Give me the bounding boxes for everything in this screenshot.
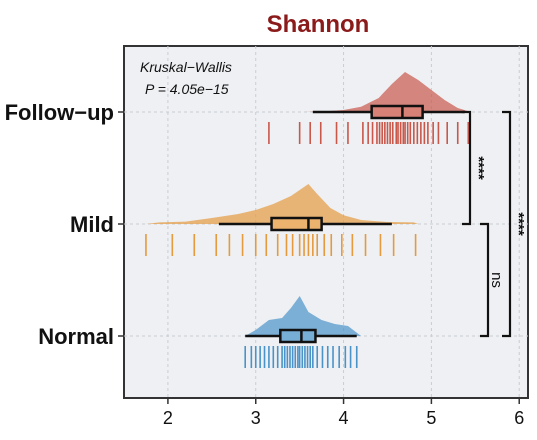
density-mild [146, 184, 419, 224]
x-tick-label: 2 [163, 408, 173, 428]
y-tick-label: Follow−up [5, 100, 114, 125]
x-tick-label: 5 [426, 408, 436, 428]
comparison-label: **** [510, 212, 527, 236]
density-follow-up [304, 72, 471, 112]
comparison-bracket [462, 110, 472, 226]
group-follow-up [268, 72, 471, 144]
group-mild [145, 184, 419, 256]
y-axis: Follow−up Mild Normal [5, 100, 124, 349]
y-tick-label: Mild [70, 212, 114, 237]
y-tick-label: Normal [38, 324, 114, 349]
x-tick-label: 4 [339, 408, 349, 428]
chart-title: Shannon [267, 11, 370, 38]
x-axis: 2 3 4 5 6 [163, 398, 524, 428]
box-mild [270, 216, 323, 232]
group-normal [244, 296, 362, 368]
box-follow-up [370, 104, 424, 120]
chart-marks [145, 72, 471, 368]
comparison-bracket [502, 110, 512, 338]
significance-brackets: **** ns **** [462, 110, 527, 338]
density-normal [245, 296, 362, 336]
comparison-label: **** [470, 156, 487, 180]
comparison-label: ns [488, 272, 505, 288]
comparison-bracket [480, 222, 490, 338]
x-tick-label: 6 [514, 408, 524, 428]
box-normal [279, 328, 317, 344]
test-name: Kruskal−Wallis [140, 59, 232, 75]
x-tick-label: 3 [251, 408, 261, 428]
p-value: P = 4.05e−15 [145, 81, 229, 97]
